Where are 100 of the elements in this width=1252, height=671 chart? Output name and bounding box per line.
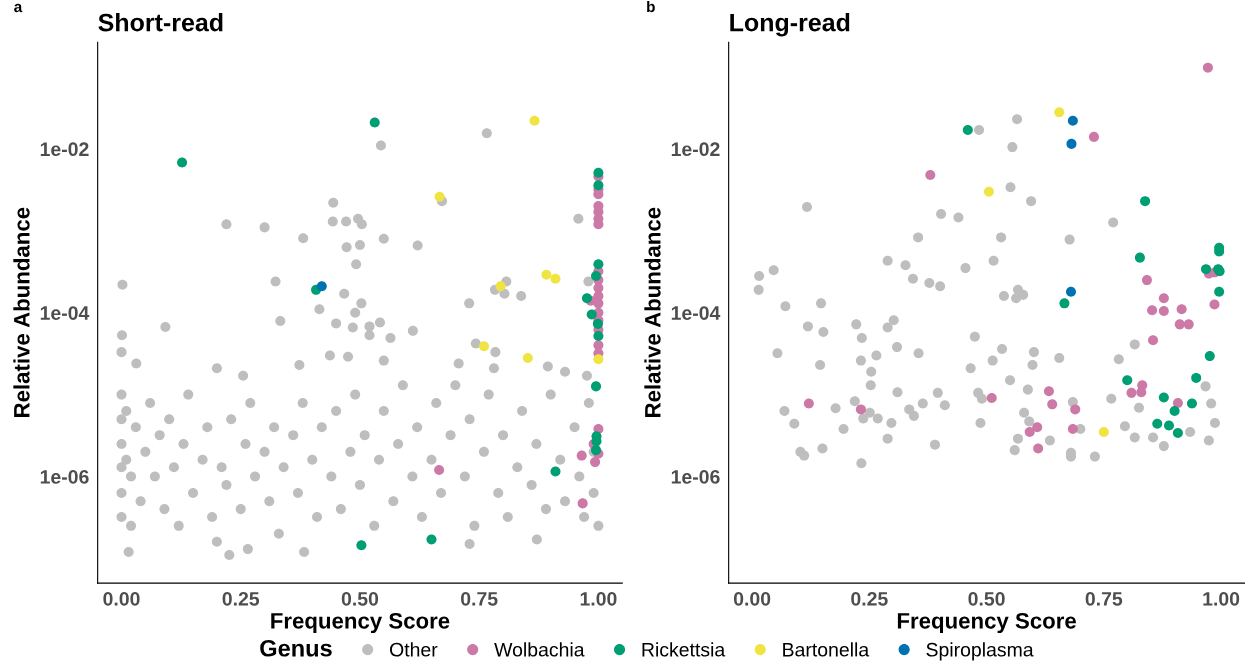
y-tick-label: 1e-04 [40, 306, 90, 320]
point [1147, 305, 1158, 316]
point [1140, 196, 1151, 207]
point [803, 398, 814, 409]
point [983, 186, 994, 197]
point [1033, 443, 1044, 454]
point [1067, 424, 1078, 435]
point [426, 534, 437, 545]
point [495, 281, 506, 292]
point [1070, 404, 1081, 415]
point [1067, 115, 1078, 126]
point [1174, 319, 1185, 330]
point [1066, 138, 1077, 149]
legend-label: Spiroplasma [926, 642, 1034, 661]
point [529, 115, 540, 126]
point [591, 271, 602, 282]
point [177, 157, 188, 168]
point [577, 498, 588, 509]
point [576, 450, 587, 461]
x-tick-label: 0.25 [851, 591, 888, 606]
y-tick-label: 1e-04 [671, 306, 721, 320]
legend-label: Bartonella [783, 642, 870, 657]
legend-label: Wolbachia [494, 642, 585, 657]
point [550, 466, 561, 477]
point [1024, 426, 1035, 437]
point [316, 281, 327, 292]
point [541, 269, 552, 280]
point [1202, 62, 1213, 73]
point [1204, 351, 1215, 362]
point [586, 309, 597, 320]
x-tick-label: 1.00 [580, 591, 617, 606]
point [986, 392, 997, 403]
chart-title: Long-read [730, 13, 850, 37]
x-axis-title: Frequency Score [271, 612, 450, 634]
y-axis-title: Relative Abundance [13, 207, 30, 417]
point [1191, 372, 1202, 383]
text: a [14, 3, 23, 13]
point [925, 169, 936, 180]
chart-title: Short-read [98, 13, 223, 32]
point [1032, 422, 1043, 433]
point [1126, 387, 1137, 398]
point [593, 259, 604, 270]
legend-label: Rickettsia [642, 642, 726, 657]
point [1169, 406, 1180, 417]
point [1148, 335, 1159, 346]
point [1098, 426, 1109, 437]
y-tick-label: 1e-06 [671, 469, 720, 484]
y-tick-label: 1e-06 [40, 469, 89, 484]
point [590, 457, 601, 468]
point [1158, 392, 1169, 403]
point [1043, 386, 1054, 397]
point [1172, 427, 1183, 438]
point [1152, 418, 1163, 429]
point [1158, 305, 1169, 316]
point [1214, 286, 1225, 297]
point [369, 117, 380, 128]
point [1047, 399, 1058, 410]
x-tick-label: 1.00 [1203, 591, 1240, 606]
point [478, 341, 489, 352]
x-tick-label: 0.50 [341, 591, 379, 606]
point [1088, 131, 1099, 142]
point [1186, 398, 1197, 409]
point [1176, 304, 1187, 315]
point [1209, 299, 1220, 310]
point [1163, 420, 1174, 431]
point [593, 354, 604, 365]
point [1172, 397, 1183, 408]
point [1134, 252, 1145, 263]
point [591, 381, 602, 392]
text: b [647, 0, 655, 13]
y-axis-title: Relative Abundance [644, 207, 661, 417]
point [593, 167, 604, 178]
point [1183, 319, 1194, 330]
point [962, 124, 973, 135]
point [855, 404, 866, 415]
point [1065, 286, 1076, 297]
legend-label: Other [390, 642, 438, 657]
point [593, 180, 604, 191]
x-axis-title: Frequency Score [897, 612, 1076, 634]
point [1054, 107, 1065, 118]
y-tick-label: 1e-02 [40, 142, 89, 157]
point [1059, 298, 1070, 309]
point [1158, 293, 1169, 304]
y-tick-label: 1e-02 [671, 142, 720, 157]
x-tick-label: 0.00 [733, 591, 771, 606]
point [522, 352, 533, 363]
point [1141, 275, 1152, 286]
point [356, 540, 367, 551]
point [550, 273, 561, 284]
x-tick-label: 0.00 [103, 591, 140, 606]
point [593, 330, 604, 341]
x-tick-label: 0.50 [968, 591, 1005, 606]
x-tick-label: 0.25 [222, 591, 260, 606]
x-tick-label: 0.75 [1085, 591, 1123, 606]
point [434, 465, 445, 476]
point [1136, 387, 1147, 398]
legend-title: Genus [260, 639, 332, 657]
point [581, 293, 592, 304]
x-tick-label: 0.75 [461, 591, 498, 606]
point [1201, 264, 1212, 275]
